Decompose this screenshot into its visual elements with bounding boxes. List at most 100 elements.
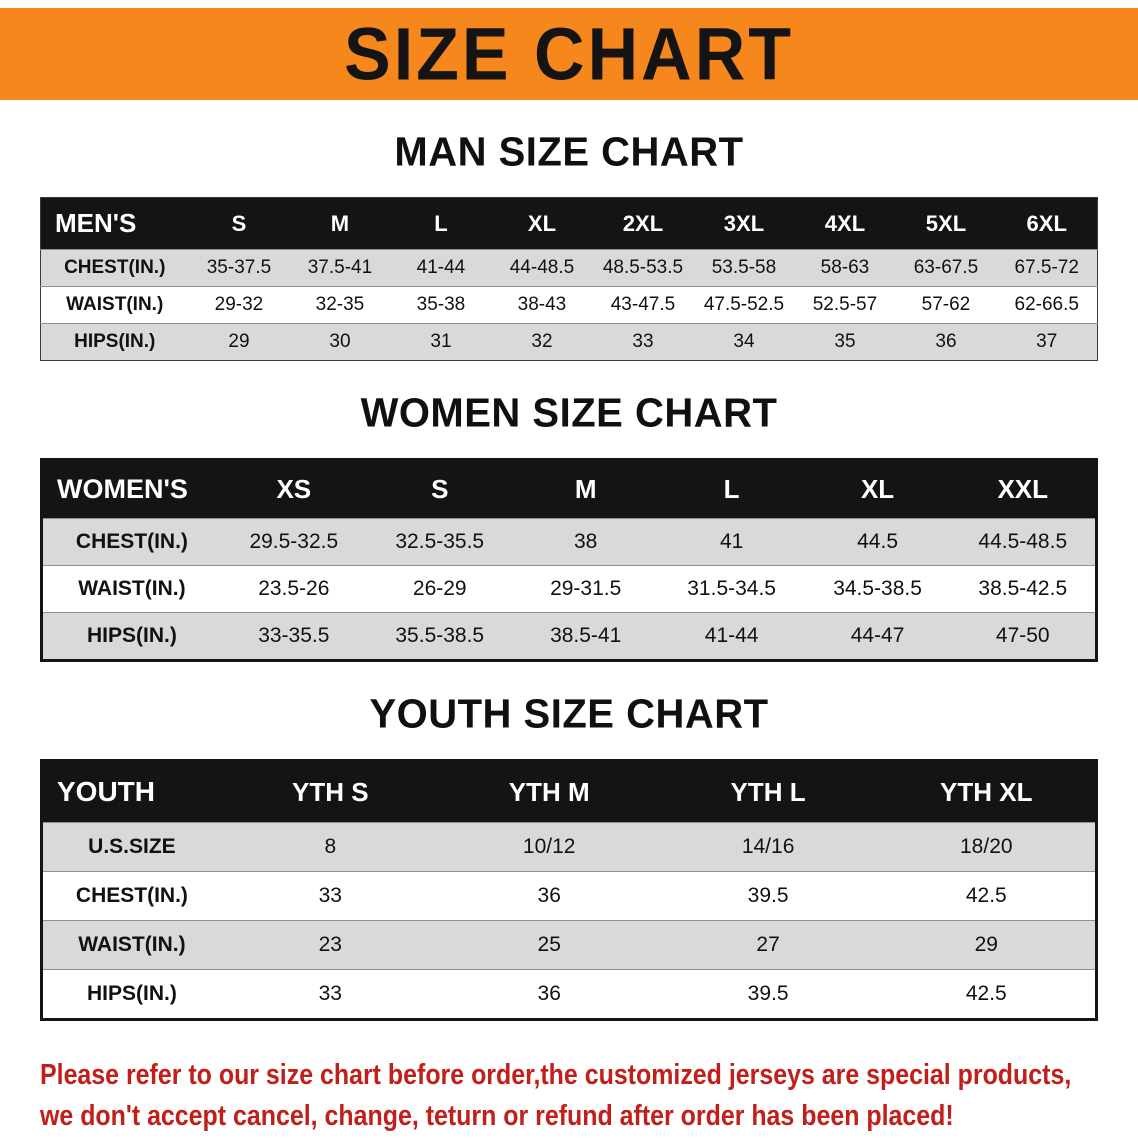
size-value-cell: 44-48.5 xyxy=(509,257,575,278)
table-title-cell: YOUTH xyxy=(57,776,155,807)
youth-section-heading: YOUTH SIZE CHART xyxy=(369,691,769,737)
size-value-cell: 48.5-53.5 xyxy=(602,257,684,278)
size-column-header: XS xyxy=(276,474,312,504)
men-size-section: MAN SIZE CHART MEN'S S M L XL 2XL 3XL 4XL 5XL 6XL… xyxy=(0,129,1138,361)
table-row: CHEST(IN.) 29.5-32.5 32.5-35.5 38 41 44.5 44.5… xyxy=(41,518,1097,566)
size-column-header: S xyxy=(231,210,247,236)
size-column-header: YTH S xyxy=(292,776,369,807)
size-value-cell: 27 xyxy=(756,933,780,956)
size-value-cell: 35-38 xyxy=(416,294,466,315)
table-row: WAIST(IN.) 23 25 27 29 xyxy=(41,920,1097,970)
size-value-cell: 47.5-52.5 xyxy=(703,294,785,315)
size-value-cell: 38.5-42.5 xyxy=(978,577,1068,600)
size-value-cell: 32.5-35.5 xyxy=(395,530,485,553)
size-value-cell: 29-32 xyxy=(214,294,264,315)
size-value-cell: 41 xyxy=(719,530,744,553)
size-value-cell: 25 xyxy=(537,933,561,956)
size-chart-page: SIZE CHART MAN SIZE CHART MEN'S S M L XL 2XL 3… xyxy=(0,8,1138,1136)
size-value-cell: 44.5-48.5 xyxy=(978,530,1068,553)
women-size-table: WOMEN'S XS S M L XL XXL CHEST(IN.) 29.5-32.5 32.5… xyxy=(40,458,1098,662)
table-row: HIPS(IN.) 33-35.5 35.5-38.5 38.5-41 41-44 44-… xyxy=(41,612,1097,661)
size-value-cell: 30 xyxy=(329,331,351,352)
size-column-header: M xyxy=(330,210,350,236)
size-value-cell: 32 xyxy=(531,331,553,352)
size-value-cell: 29.5-32.5 xyxy=(249,530,339,553)
table-header-row: YOUTH YTH S YTH M YTH L YTH XL xyxy=(41,760,1097,823)
size-value-cell: 36 xyxy=(537,884,561,907)
size-value-cell: 36 xyxy=(935,331,957,352)
size-value-cell: 62-66.5 xyxy=(1014,294,1079,315)
size-value-cell: 42.5 xyxy=(965,884,1007,907)
disclaimer-line-2: we don't accept cancel, change, teturn o… xyxy=(40,1099,954,1132)
table-row: HIPS(IN.) 29 30 31 32 33 34 35 36 37 xyxy=(40,323,1098,361)
banner-title: SIZE CHART xyxy=(344,12,794,96)
women-size-section: WOMEN SIZE CHART WOMEN'S XS S M L XL XXL CHEST(… xyxy=(0,390,1138,662)
size-value-cell: 57-62 xyxy=(921,294,971,315)
size-value-cell: 29 xyxy=(974,933,998,956)
size-value-cell: 35-37.5 xyxy=(206,257,272,278)
size-column-header: YTH L xyxy=(730,776,806,807)
size-value-cell: 43-47.5 xyxy=(610,294,676,315)
size-column-header: L xyxy=(723,474,740,504)
size-value-cell: 32-35 xyxy=(315,294,365,315)
disclaimer-line-1: Please refer to our size chart before or… xyxy=(40,1059,1072,1091)
youth-size-section: YOUTH SIZE CHART YOUTH YTH S YTH M YTH L YTH… xyxy=(0,691,1138,1021)
table-title-cell: MEN'S xyxy=(55,208,137,238)
size-value-cell: 52.5-57 xyxy=(812,294,878,315)
size-column-header: XL xyxy=(860,474,895,504)
size-value-cell: 58-63 xyxy=(820,257,870,278)
size-column-header: XL xyxy=(527,210,557,236)
size-column-header: 4XL xyxy=(824,210,866,236)
women-section-heading: WOMEN SIZE CHART xyxy=(360,390,778,436)
men-section-heading: MAN SIZE CHART xyxy=(394,129,744,175)
table-header-row: WOMEN'S XS S M L XL XXL xyxy=(41,459,1097,519)
size-value-cell: 42.5 xyxy=(965,982,1007,1005)
size-value-cell: 44.5 xyxy=(857,530,898,553)
size-value-cell: 34.5-38.5 xyxy=(833,577,922,600)
men-size-table: MEN'S S M L XL 2XL 3XL 4XL 5XL 6XL CHEST(IN.) 35-37… xyxy=(40,197,1098,361)
size-value-cell: 37.5-41 xyxy=(307,257,373,278)
size-value-cell: 26-29 xyxy=(412,577,467,600)
size-value-cell: 33 xyxy=(318,982,342,1005)
size-value-cell: 10/12 xyxy=(522,835,576,858)
size-value-cell: 53.5-58 xyxy=(711,257,777,278)
row-label: HIPS(IN.) xyxy=(87,624,177,647)
table-row: CHEST(IN.) 33 36 39.5 42.5 xyxy=(41,871,1097,921)
size-value-cell: 18/20 xyxy=(960,835,1013,858)
size-value-cell: 33 xyxy=(318,884,342,907)
size-column-header: 6XL xyxy=(1026,210,1067,236)
row-label: WAIST(IN.) xyxy=(66,294,164,315)
table-title-cell: WOMEN'S xyxy=(57,474,188,504)
disclaimer: Please refer to our size chart before or… xyxy=(40,1055,1138,1136)
size-value-cell: 38 xyxy=(574,530,598,553)
row-label: U.S.SIZE xyxy=(88,835,176,858)
size-value-cell: 35.5-38.5 xyxy=(395,624,485,647)
size-value-cell: 8 xyxy=(324,835,337,858)
size-column-header: 3XL xyxy=(723,210,765,236)
table-row: WAIST(IN.) 29-32 32-35 35-38 38-43 43-47.5 47.… xyxy=(40,286,1098,324)
size-value-cell: 67.5-72 xyxy=(1014,257,1079,278)
size-value-cell: 39.5 xyxy=(747,982,789,1005)
youth-size-table: YOUTH YTH S YTH M YTH L YTH XL U.S.SIZE 8 10/12… xyxy=(40,759,1098,1021)
row-label: WAIST(IN.) xyxy=(78,577,186,600)
size-column-header: S xyxy=(431,474,449,504)
size-value-cell: 33 xyxy=(632,331,654,352)
size-value-cell: 31.5-34.5 xyxy=(687,577,776,600)
size-column-header: 5XL xyxy=(925,210,967,236)
row-label: HIPS(IN.) xyxy=(74,331,156,352)
row-label: WAIST(IN.) xyxy=(78,933,186,956)
size-value-cell: 41-44 xyxy=(416,257,466,278)
size-value-cell: 37 xyxy=(1036,331,1058,352)
size-value-cell: 14/16 xyxy=(741,835,795,858)
size-value-cell: 23 xyxy=(318,933,342,956)
size-value-cell: 33-35.5 xyxy=(258,624,330,647)
size-value-cell: 36 xyxy=(537,982,561,1005)
size-column-header: YTH XL xyxy=(940,776,1033,807)
size-value-cell: 29-31.5 xyxy=(550,577,622,600)
row-label: CHEST(IN.) xyxy=(75,530,188,553)
size-column-header: YTH M xyxy=(508,776,590,807)
size-value-cell: 23.5-26 xyxy=(258,577,330,600)
table-row: HIPS(IN.) 33 36 39.5 42.5 xyxy=(41,969,1097,1020)
table-row: CHEST(IN.) 35-37.5 37.5-41 41-44 44-48.5 48.5… xyxy=(40,249,1098,287)
size-value-cell: 44-47 xyxy=(850,624,905,647)
